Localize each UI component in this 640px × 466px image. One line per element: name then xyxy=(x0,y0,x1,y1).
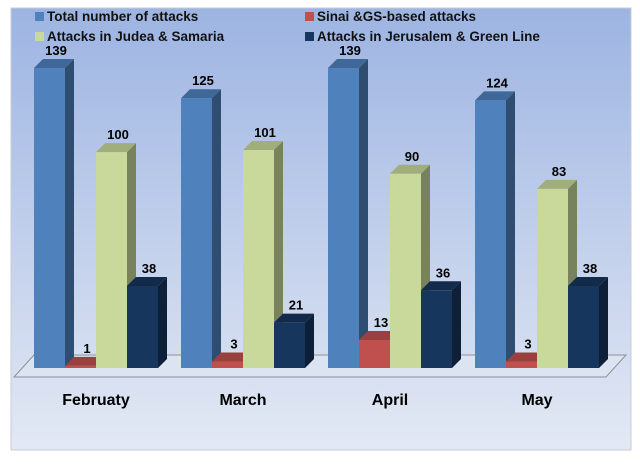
data-label: 36 xyxy=(436,265,450,280)
data-label: 101 xyxy=(254,125,276,140)
bar-front xyxy=(568,285,599,368)
bar xyxy=(34,59,74,368)
bar-front xyxy=(243,150,274,368)
legend-label: Sinai &GS-based attacks xyxy=(317,9,476,24)
bar-front xyxy=(328,68,359,368)
data-label: 125 xyxy=(192,73,214,88)
bar xyxy=(328,59,368,368)
data-label: 139 xyxy=(339,43,361,58)
data-label: 38 xyxy=(583,261,597,276)
category-labels: Februaty March April May xyxy=(62,392,552,409)
category-label: Februaty xyxy=(62,392,130,409)
data-label: 1 xyxy=(83,341,90,356)
bar-top xyxy=(34,59,74,68)
data-label: 13 xyxy=(374,315,388,330)
bar-side xyxy=(158,276,167,368)
bar xyxy=(475,91,515,369)
bar-front xyxy=(96,152,127,368)
bar-top xyxy=(212,352,252,362)
bar-top xyxy=(243,141,283,151)
bar-side xyxy=(599,276,608,368)
bar-front xyxy=(274,322,305,368)
legend-swatch xyxy=(305,12,314,21)
bar-front xyxy=(34,68,65,368)
bar-top xyxy=(390,164,430,174)
data-label: 38 xyxy=(142,261,156,276)
bar-side xyxy=(359,59,368,368)
bar-front xyxy=(127,285,158,368)
chart-floor xyxy=(12,354,628,378)
bar-top xyxy=(96,143,136,153)
bar-front xyxy=(421,290,452,368)
bar-front xyxy=(181,98,212,369)
bar xyxy=(96,143,136,368)
legend-swatch xyxy=(35,12,44,21)
legend-swatch xyxy=(305,32,314,41)
bar-side xyxy=(452,281,461,368)
bar-top xyxy=(506,352,546,362)
data-label: 83 xyxy=(552,164,566,179)
bar-front xyxy=(475,100,506,369)
bar-top xyxy=(537,179,577,189)
bar-top xyxy=(274,313,314,323)
bar-top xyxy=(568,276,608,286)
category-label: April xyxy=(372,392,408,409)
bar-front xyxy=(359,339,390,368)
bar xyxy=(127,276,167,368)
bar-top xyxy=(65,356,105,366)
bar-front xyxy=(506,361,537,368)
bar-top xyxy=(421,281,461,291)
bar xyxy=(568,276,608,368)
bar xyxy=(243,141,283,368)
bar-front xyxy=(65,365,96,368)
legend-label: Attacks in Jerusalem & Green Line xyxy=(317,29,540,44)
data-label: 139 xyxy=(45,43,67,58)
category-label: May xyxy=(521,392,552,409)
bar-side xyxy=(274,141,283,368)
data-label: 21 xyxy=(289,298,303,313)
bar-side xyxy=(212,89,221,369)
bar-top xyxy=(359,330,399,340)
category-label: March xyxy=(219,392,266,409)
bar-front xyxy=(390,173,421,368)
bar xyxy=(274,313,314,368)
bars xyxy=(34,59,608,369)
bar-side xyxy=(65,59,74,368)
bar-side xyxy=(305,313,314,368)
data-label: 90 xyxy=(405,149,419,164)
bar xyxy=(421,281,461,368)
bar-top xyxy=(475,91,515,101)
bar xyxy=(181,89,221,369)
data-labels: 139 1 100 38 125 3 101 21 139 13 90 36 124 3 83 38 xyxy=(45,43,597,356)
data-label: 100 xyxy=(107,127,129,142)
legend-label: Total number of attacks xyxy=(47,9,198,24)
bar-front xyxy=(537,188,568,368)
bar-top xyxy=(328,59,368,68)
bar-top xyxy=(127,276,167,286)
legend-label: Attacks in Judea & Samaria xyxy=(47,29,225,44)
legend-swatch xyxy=(35,32,44,41)
data-label: 3 xyxy=(524,337,531,352)
bar-side xyxy=(506,91,515,369)
bar-top xyxy=(181,89,221,99)
legend: Total number of attacks Sinai &GS-based a… xyxy=(35,9,540,44)
data-label: 3 xyxy=(230,337,237,352)
data-label: 124 xyxy=(486,75,508,90)
bar-front xyxy=(212,361,243,368)
